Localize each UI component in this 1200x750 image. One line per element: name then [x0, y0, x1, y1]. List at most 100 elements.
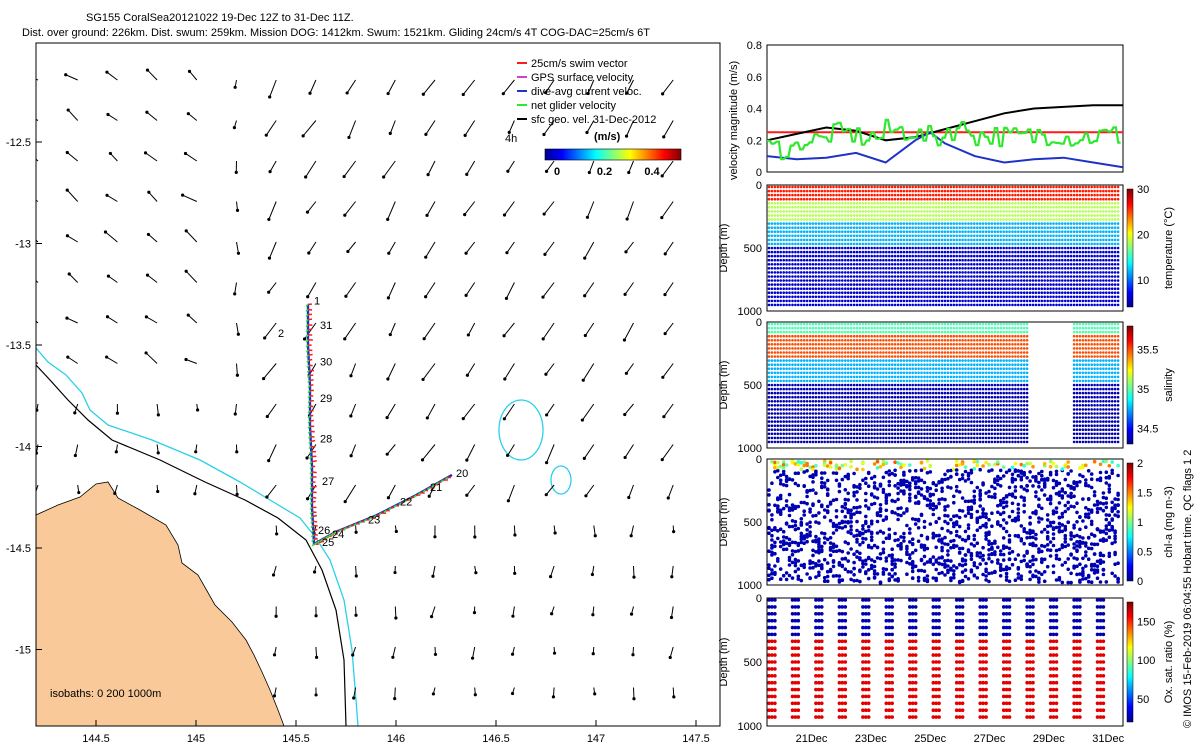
section-sample-dot — [1113, 303, 1117, 307]
section-sample-dot — [1002, 222, 1005, 225]
section-sample-dot — [1022, 222, 1026, 225]
velocity-vector — [350, 363, 357, 376]
section-sample-dot — [826, 189, 829, 193]
velocity-vector-head — [105, 70, 109, 74]
section-sample-dot — [1005, 218, 1008, 221]
section-sample-dot — [932, 254, 935, 258]
section-sample-dot — [823, 202, 826, 205]
section-sample-dot — [890, 258, 894, 262]
section-sample-dot — [981, 193, 985, 197]
section-sample-dot — [1037, 271, 1041, 274]
section-sample-dot — [984, 214, 988, 217]
section-sample-dot — [976, 279, 979, 282]
section-sample-dot — [794, 295, 797, 299]
section-sample-dot — [770, 322, 774, 326]
section-sample-dot — [1046, 218, 1049, 221]
velocity-vector — [583, 444, 595, 459]
section-sample-dot — [1078, 303, 1082, 307]
section-sample-dot — [1046, 279, 1049, 282]
section-sample-dot — [808, 246, 812, 250]
section-sample-dot — [1108, 238, 1111, 242]
velocity-vector-head — [424, 132, 428, 136]
section-sample-dot — [1105, 185, 1108, 189]
section-sample-dot — [776, 395, 780, 399]
section-sample-dot — [1064, 246, 1067, 250]
velocity-vector-head — [631, 653, 635, 657]
section-sample-dot — [1005, 246, 1008, 250]
section-sample-dot — [814, 391, 818, 395]
section-sample-dot — [826, 218, 829, 221]
section-sample-dot — [1020, 299, 1023, 303]
velocity-series-line — [767, 118, 1121, 161]
section-sample-dot — [920, 267, 923, 270]
section-sample-dot — [1046, 226, 1049, 229]
section-sample-dot — [905, 267, 909, 270]
velocity-vector — [108, 275, 118, 283]
velocity-vector-head — [544, 493, 548, 497]
velocity-vector-head — [66, 108, 70, 112]
section-sample-dot — [1090, 189, 1093, 193]
section-sample-dot — [1113, 230, 1117, 233]
section-sample-dot — [826, 355, 829, 358]
velocity-vector-head — [504, 296, 509, 300]
section-sample-dot — [782, 347, 785, 350]
section-sample-dot — [1084, 189, 1088, 193]
section-sample-dot — [823, 242, 826, 246]
section-sample-dot — [973, 254, 976, 258]
section-sample-dot — [905, 230, 909, 233]
section-sample-dot — [820, 400, 824, 403]
net-velocity-vector — [305, 334, 309, 338]
velocity-vector — [545, 363, 555, 375]
section-sample-dot — [811, 299, 815, 303]
section-sample-dot — [811, 267, 815, 270]
section-sample-dot — [785, 322, 788, 326]
section-sample-dot — [943, 218, 947, 221]
section-sample-dot — [829, 375, 832, 379]
section-sample-dot — [905, 222, 909, 225]
section-sample-dot — [946, 197, 950, 201]
section-sample-dot — [1102, 263, 1105, 266]
section-sample-dot — [844, 275, 847, 278]
section-sample-dot — [838, 267, 841, 270]
section-sample-dot — [1046, 295, 1049, 299]
section-sample-dot — [970, 291, 973, 295]
section-sample-dot — [961, 299, 964, 303]
section-sample-dot — [829, 218, 832, 221]
velocity-vector-head — [267, 217, 271, 222]
section-sample-dot — [782, 197, 785, 201]
section-sample-dot — [879, 287, 882, 291]
section-sample-dot — [773, 367, 777, 371]
velocity-vector — [307, 282, 317, 298]
section-sample-dot — [1040, 246, 1044, 250]
section-sample-dot — [1113, 226, 1117, 229]
section-sample-dot — [1040, 238, 1044, 242]
section-sample-dot — [1081, 279, 1085, 282]
section-sample-dot — [984, 242, 988, 246]
reef-isobath — [550, 465, 572, 495]
section-sample-dot — [791, 440, 794, 444]
section-sample-dot — [855, 303, 859, 307]
section-sample-dot — [990, 222, 994, 225]
section-sample-dot — [1116, 226, 1120, 229]
section-sample-dot — [923, 267, 926, 270]
section-sample-dot — [976, 250, 979, 254]
section-sample-dot — [779, 230, 782, 233]
section-sample-dot — [964, 185, 967, 189]
section-sample-dot — [773, 330, 777, 334]
section-sample-dot — [1020, 189, 1023, 193]
section-sample-dot — [794, 326, 797, 330]
section-sample-dot — [841, 189, 844, 193]
section-sample-dot — [864, 303, 868, 307]
velocity-vector — [269, 79, 277, 98]
section-sample-dot — [785, 263, 788, 266]
section-sample-dot — [1049, 303, 1052, 307]
section-sample-dot — [1084, 230, 1088, 233]
velocity-vector-head — [267, 290, 271, 294]
section-sample-dot — [817, 440, 821, 444]
section-sample-dot — [1108, 295, 1111, 299]
section-sample-dot — [823, 299, 826, 303]
section-sample-dot — [926, 189, 929, 193]
section-sample-dot — [846, 275, 850, 278]
section-sample-dot — [855, 210, 859, 213]
section-sample-dot — [873, 299, 876, 303]
